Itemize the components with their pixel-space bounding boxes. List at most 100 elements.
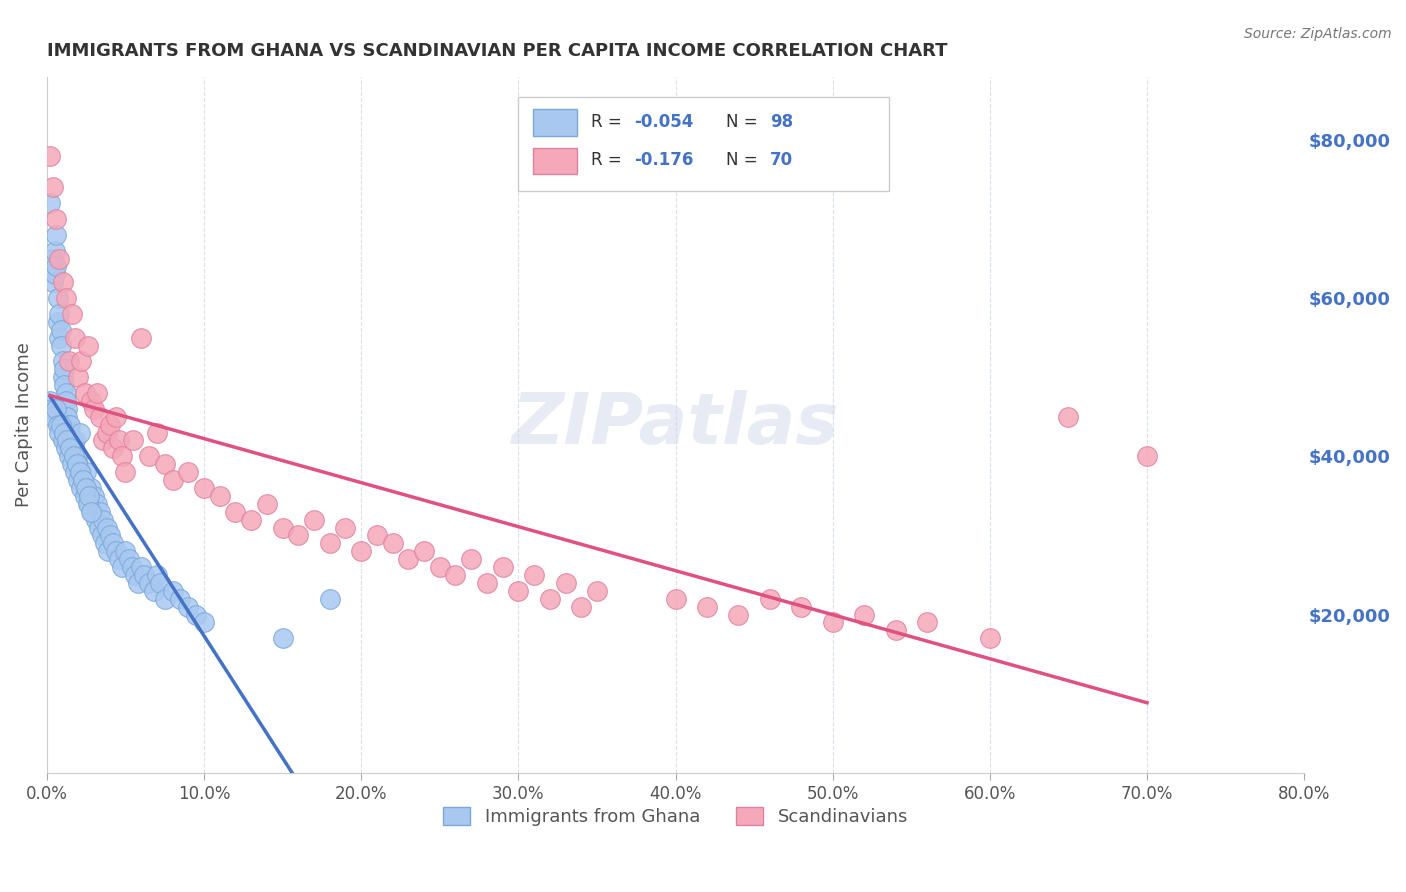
FancyBboxPatch shape: [519, 97, 889, 192]
Immigrants from Ghana: [44, 268, 66, 282]
Immigrants from Ghana: [49, 417, 72, 432]
Immigrants from Ghana: [97, 544, 120, 558]
Immigrants from Ghana: [271, 632, 294, 646]
Scandinavians: [538, 591, 561, 606]
Immigrants from Ghana: [98, 528, 121, 542]
Immigrants from Ghana: [138, 575, 160, 590]
Immigrants from Ghana: [111, 560, 134, 574]
Scandinavians: [696, 599, 718, 614]
Immigrants from Ghana: [41, 252, 63, 266]
Scandinavians: [129, 331, 152, 345]
Immigrants from Ghana: [101, 536, 124, 550]
Immigrants from Ghana: [169, 591, 191, 606]
Scandinavians: [256, 497, 278, 511]
Scandinavians: [759, 591, 782, 606]
Immigrants from Ghana: [80, 505, 103, 519]
Scandinavians: [162, 473, 184, 487]
Immigrants from Ghana: [80, 481, 103, 495]
Scandinavians: [153, 457, 176, 471]
Scandinavians: [271, 520, 294, 534]
Immigrants from Ghana: [89, 505, 111, 519]
Y-axis label: Per Capita Income: Per Capita Income: [15, 343, 32, 508]
Text: Source: ZipAtlas.com: Source: ZipAtlas.com: [1244, 27, 1392, 41]
Immigrants from Ghana: [76, 497, 98, 511]
Scandinavians: [80, 393, 103, 408]
Immigrants from Ghana: [53, 362, 76, 376]
Scandinavians: [790, 599, 813, 614]
Scandinavians: [70, 354, 93, 368]
Scandinavians: [101, 442, 124, 456]
Scandinavians: [319, 536, 342, 550]
Legend: Immigrants from Ghana, Scandinavians: Immigrants from Ghana, Scandinavians: [436, 799, 915, 833]
Scandinavians: [586, 583, 609, 598]
Immigrants from Ghana: [82, 505, 104, 519]
Immigrants from Ghana: [72, 473, 94, 487]
Immigrants from Ghana: [70, 465, 93, 479]
Immigrants from Ghana: [45, 227, 67, 242]
Scandinavians: [523, 568, 546, 582]
Scandinavians: [664, 591, 686, 606]
Immigrants from Ghana: [146, 568, 169, 582]
Immigrants from Ghana: [129, 560, 152, 574]
Immigrants from Ghana: [46, 291, 69, 305]
Scandinavians: [105, 409, 128, 424]
Scandinavians: [554, 575, 576, 590]
Immigrants from Ghana: [193, 615, 215, 630]
Scandinavians: [114, 465, 136, 479]
Scandinavians: [67, 370, 90, 384]
Text: R =: R =: [592, 151, 633, 169]
Immigrants from Ghana: [149, 575, 172, 590]
Scandinavians: [979, 632, 1001, 646]
Scandinavians: [63, 331, 86, 345]
Immigrants from Ghana: [79, 489, 101, 503]
Immigrants from Ghana: [46, 417, 69, 432]
Scandinavians: [444, 568, 467, 582]
Immigrants from Ghana: [39, 196, 62, 211]
Immigrants from Ghana: [94, 536, 117, 550]
Immigrants from Ghana: [52, 354, 75, 368]
Scandinavians: [915, 615, 938, 630]
Scandinavians: [76, 338, 98, 352]
Scandinavians: [45, 212, 67, 227]
Immigrants from Ghana: [84, 513, 107, 527]
Scandinavians: [208, 489, 231, 503]
Immigrants from Ghana: [186, 607, 208, 622]
Scandinavians: [55, 291, 77, 305]
Scandinavians: [508, 583, 530, 598]
Immigrants from Ghana: [93, 513, 115, 527]
Immigrants from Ghana: [67, 457, 90, 471]
Scandinavians: [491, 560, 513, 574]
Immigrants from Ghana: [75, 481, 97, 495]
Immigrants from Ghana: [73, 489, 96, 503]
Immigrants from Ghana: [319, 591, 342, 606]
Immigrants from Ghana: [44, 244, 66, 258]
Immigrants from Ghana: [63, 434, 86, 448]
Scandinavians: [39, 149, 62, 163]
Text: ZIPatlas: ZIPatlas: [512, 390, 839, 459]
Scandinavians: [52, 275, 75, 289]
Immigrants from Ghana: [79, 497, 101, 511]
Immigrants from Ghana: [62, 442, 84, 456]
Immigrants from Ghana: [105, 544, 128, 558]
Immigrants from Ghana: [142, 583, 165, 598]
Scandinavians: [193, 481, 215, 495]
Immigrants from Ghana: [53, 425, 76, 440]
Scandinavians: [853, 607, 876, 622]
Immigrants from Ghana: [45, 260, 67, 274]
Text: R =: R =: [592, 113, 627, 131]
Immigrants from Ghana: [69, 425, 91, 440]
Scandinavians: [287, 528, 309, 542]
Scandinavians: [146, 425, 169, 440]
Immigrants from Ghana: [59, 442, 82, 456]
Immigrants from Ghana: [48, 307, 70, 321]
Immigrants from Ghana: [162, 583, 184, 598]
Immigrants from Ghana: [86, 497, 108, 511]
Immigrants from Ghana: [45, 401, 67, 416]
Scandinavians: [86, 386, 108, 401]
Scandinavians: [60, 307, 83, 321]
Text: -0.054: -0.054: [634, 113, 693, 131]
Immigrants from Ghana: [49, 338, 72, 352]
Immigrants from Ghana: [66, 450, 89, 464]
Immigrants from Ghana: [60, 434, 83, 448]
Immigrants from Ghana: [56, 434, 79, 448]
